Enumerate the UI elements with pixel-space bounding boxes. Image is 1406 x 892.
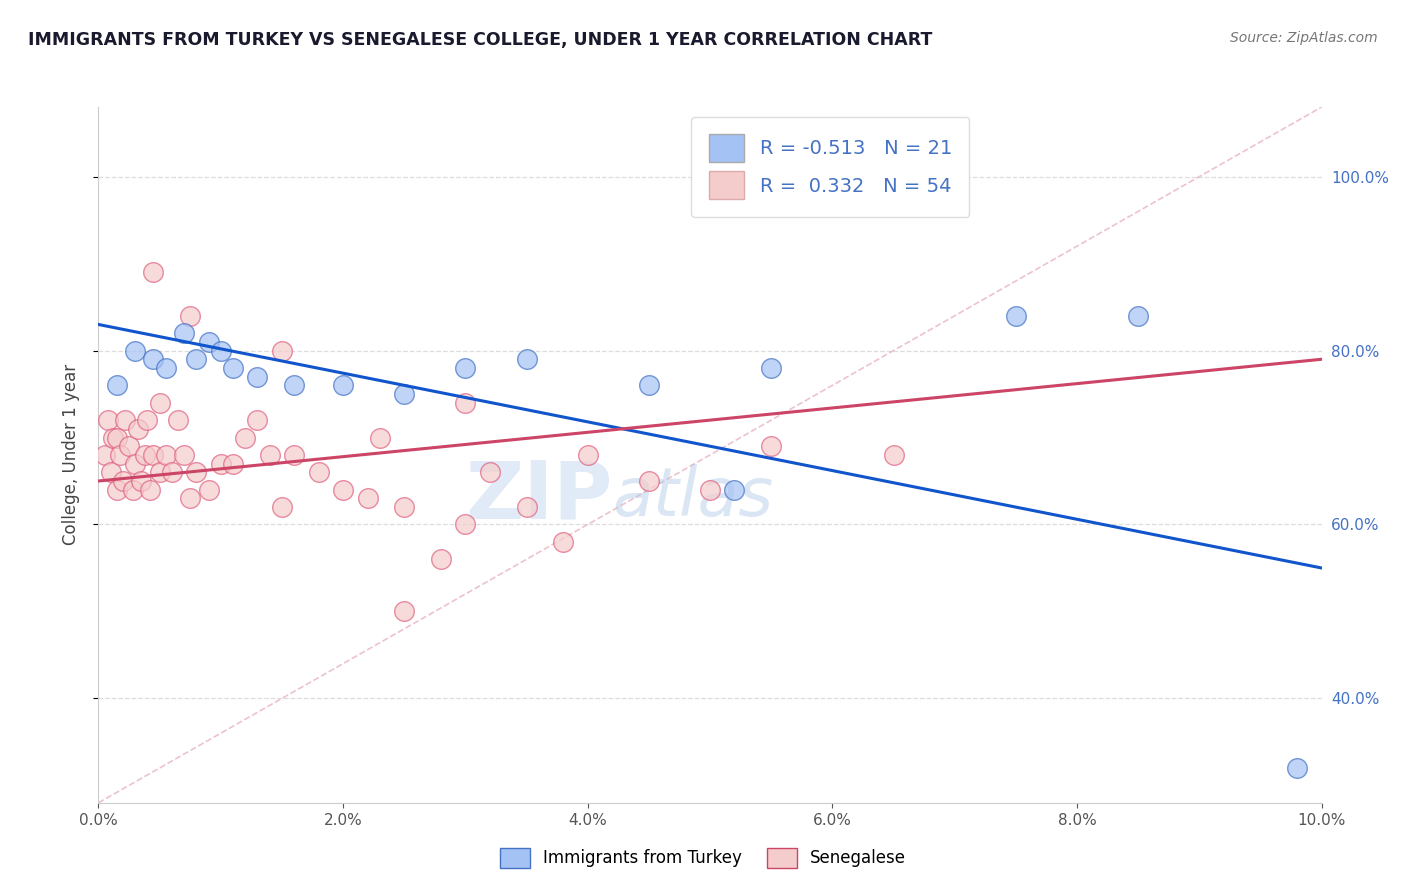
Point bbox=[209, 457, 232, 471]
Point bbox=[110, 448, 132, 462]
Text: Source: ZipAtlas.com: Source: ZipAtlas.com bbox=[1230, 31, 1378, 45]
Point bbox=[283, 378, 305, 392]
Point bbox=[761, 439, 783, 453]
Legend: R = -0.513   N = 21, R =  0.332   N = 54: R = -0.513 N = 21, R = 0.332 N = 54 bbox=[692, 117, 969, 217]
Point bbox=[332, 378, 354, 392]
Point bbox=[283, 448, 305, 462]
Point bbox=[127, 422, 149, 436]
Point bbox=[233, 430, 256, 444]
Y-axis label: College, Under 1 year: College, Under 1 year bbox=[62, 364, 80, 546]
Point bbox=[118, 439, 141, 453]
Point bbox=[179, 309, 201, 323]
Point bbox=[160, 466, 183, 480]
Point bbox=[186, 352, 208, 367]
Point bbox=[105, 378, 128, 392]
Text: ZIP: ZIP bbox=[465, 458, 612, 536]
Point bbox=[173, 326, 195, 340]
Point bbox=[332, 483, 354, 497]
Point bbox=[270, 343, 294, 358]
Point bbox=[173, 448, 195, 462]
Point bbox=[246, 369, 269, 384]
Point bbox=[392, 387, 416, 401]
Point bbox=[100, 466, 122, 480]
Point bbox=[121, 483, 143, 497]
Point bbox=[97, 413, 120, 427]
Point bbox=[155, 448, 177, 462]
Point bbox=[222, 360, 245, 375]
Point bbox=[111, 474, 134, 488]
Point bbox=[761, 360, 783, 375]
Point bbox=[222, 457, 245, 471]
Point bbox=[142, 265, 165, 279]
Point bbox=[478, 466, 501, 480]
Point bbox=[1286, 761, 1309, 775]
Point bbox=[883, 448, 905, 462]
Text: atlas: atlas bbox=[612, 464, 773, 530]
Point bbox=[93, 448, 115, 462]
Point bbox=[356, 491, 378, 506]
Point bbox=[638, 378, 661, 392]
Point bbox=[139, 483, 162, 497]
Point bbox=[699, 483, 721, 497]
Point bbox=[149, 395, 172, 409]
Point bbox=[392, 500, 416, 514]
Point bbox=[1128, 309, 1150, 323]
Point bbox=[553, 534, 575, 549]
Point bbox=[454, 517, 477, 532]
Point bbox=[516, 352, 538, 367]
Text: IMMIGRANTS FROM TURKEY VS SENEGALESE COLLEGE, UNDER 1 YEAR CORRELATION CHART: IMMIGRANTS FROM TURKEY VS SENEGALESE COL… bbox=[28, 31, 932, 49]
Point bbox=[209, 343, 232, 358]
Point bbox=[259, 448, 281, 462]
Point bbox=[454, 360, 477, 375]
Point bbox=[1004, 309, 1026, 323]
Point bbox=[576, 448, 599, 462]
Point bbox=[142, 448, 165, 462]
Point bbox=[149, 466, 172, 480]
Point bbox=[308, 466, 330, 480]
Legend: Immigrants from Turkey, Senegalese: Immigrants from Turkey, Senegalese bbox=[494, 841, 912, 875]
Point bbox=[186, 466, 208, 480]
Point bbox=[114, 413, 136, 427]
Point bbox=[723, 483, 745, 497]
Point bbox=[638, 474, 661, 488]
Point bbox=[430, 552, 453, 566]
Point bbox=[197, 334, 219, 349]
Point bbox=[270, 500, 294, 514]
Point bbox=[197, 483, 219, 497]
Point bbox=[134, 448, 156, 462]
Point bbox=[246, 413, 269, 427]
Point bbox=[136, 413, 159, 427]
Point bbox=[101, 430, 124, 444]
Point bbox=[179, 491, 201, 506]
Point bbox=[516, 500, 538, 514]
Point bbox=[155, 360, 177, 375]
Point bbox=[105, 483, 128, 497]
Point bbox=[129, 474, 152, 488]
Point bbox=[124, 343, 146, 358]
Point bbox=[454, 395, 477, 409]
Point bbox=[392, 605, 416, 619]
Point bbox=[105, 430, 128, 444]
Point bbox=[124, 457, 146, 471]
Point bbox=[142, 352, 165, 367]
Point bbox=[368, 430, 391, 444]
Point bbox=[167, 413, 190, 427]
